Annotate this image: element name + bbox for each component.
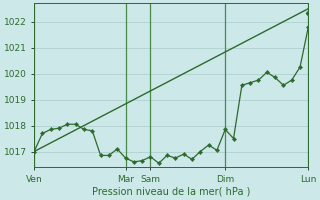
X-axis label: Pression niveau de la mer( hPa ): Pression niveau de la mer( hPa ) [92, 187, 251, 197]
